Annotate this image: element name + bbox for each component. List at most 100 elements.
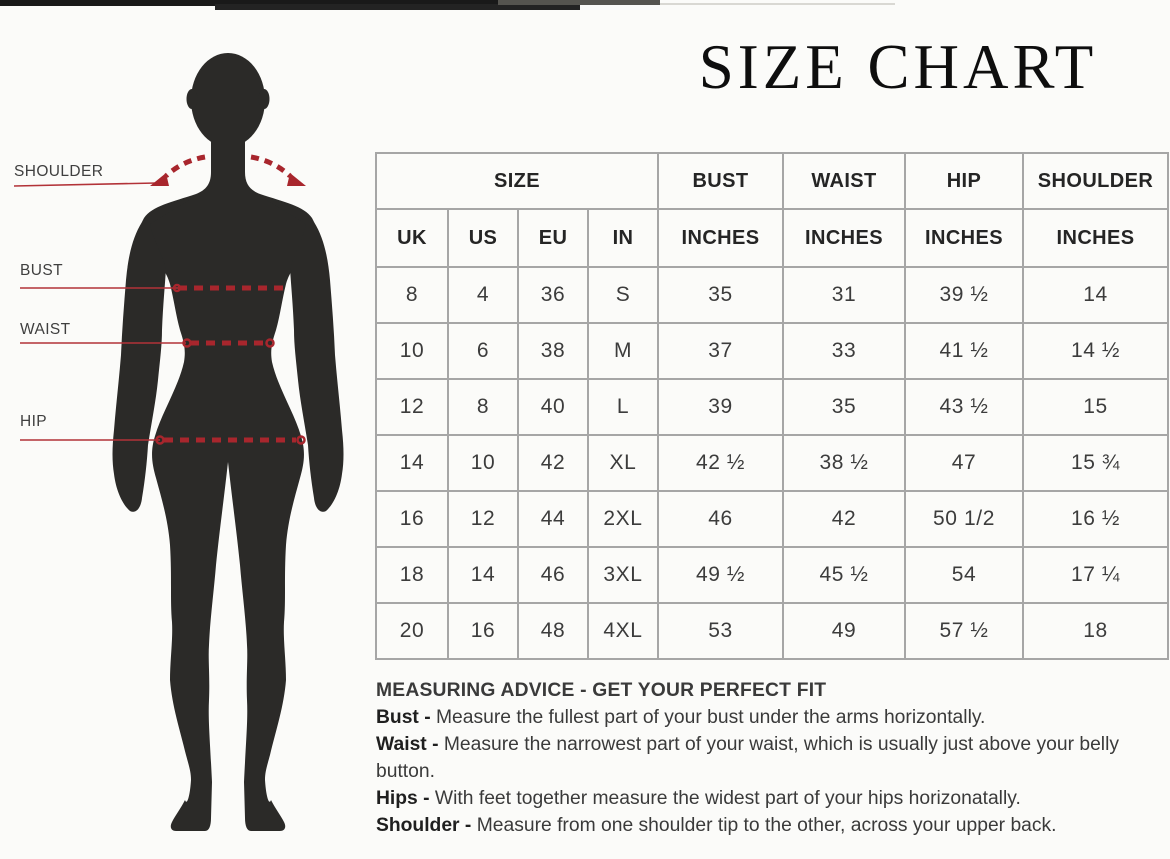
- size-cell: 15: [1022, 378, 1169, 436]
- size-cell: 12: [375, 378, 449, 436]
- size-cell: 39 ½: [904, 266, 1024, 324]
- size-cell: 4XL: [587, 602, 659, 660]
- size-cell: 49: [782, 602, 906, 660]
- size-cell: 53: [657, 602, 784, 660]
- size-cell: 17 ¼: [1022, 546, 1169, 604]
- table-subheader-row: UK US EU IN INCHES INCHES INCHES INCHES: [375, 208, 1169, 268]
- size-cell: 14 ½: [1022, 322, 1169, 380]
- subheader-cell: US: [447, 208, 519, 268]
- measurement-guides: [13, 154, 306, 445]
- size-cell: 42 ½: [657, 434, 784, 492]
- size-cell: 18: [375, 546, 449, 604]
- page-title: SIZE CHART: [698, 32, 1098, 102]
- size-cell: 14: [1022, 266, 1169, 324]
- size-cell: 54: [904, 546, 1024, 604]
- silhouette-shapes: [112, 53, 344, 831]
- arrowhead-left: [150, 173, 169, 186]
- size-cell: 8: [375, 266, 449, 324]
- silhouette-head: [191, 53, 265, 147]
- advice-title: MEASURING ADVICE - GET YOUR PERFECT FIT: [376, 680, 827, 701]
- size-cell: 10: [447, 434, 519, 492]
- advice-term: Waist -: [376, 734, 439, 755]
- size-cell: 15 ¾: [1022, 434, 1169, 492]
- size-cell: 31: [782, 266, 906, 324]
- table-row: 10 6 38 M 37 33 41 ½ 14 ½: [375, 322, 1169, 380]
- silhouette-left-arm: [112, 196, 196, 512]
- table-row: 14 10 42 XL 42 ½ 38 ½ 47 15 ¾: [375, 434, 1169, 492]
- table-row: 18 14 46 3XL 49 ½ 45 ½ 54 17 ¼: [375, 546, 1169, 604]
- silhouette-torso-legs: [140, 172, 316, 831]
- header-cell-shoulder: SHOULDER: [1022, 152, 1169, 210]
- table-row: 16 12 44 2XL 46 42 50 1/2 16 ½: [375, 490, 1169, 548]
- size-cell: L: [587, 378, 659, 436]
- advice-text: Measure the narrowest part of your waist…: [376, 734, 1120, 782]
- silhouette-ear-right: [258, 89, 270, 109]
- header-cell-hip: HIP: [904, 152, 1024, 210]
- size-cell: 14: [375, 434, 449, 492]
- silhouette-neck: [211, 118, 245, 182]
- label-hip: HIP: [20, 413, 48, 430]
- size-cell: 45 ½: [782, 546, 906, 604]
- subheader-cell: INCHES: [657, 208, 784, 268]
- cropped-artifact: [215, 4, 580, 10]
- size-cell: 47: [904, 434, 1024, 492]
- cropped-artifact: [0, 0, 500, 6]
- cropped-artifact: [660, 3, 895, 5]
- subheader-cell: INCHES: [1022, 208, 1169, 268]
- subheader-cell: UK: [375, 208, 449, 268]
- table-row: 20 16 48 4XL 53 49 57 ½ 18: [375, 602, 1169, 660]
- size-cell: 49 ½: [657, 546, 784, 604]
- advice-term: Shoulder -: [376, 815, 472, 836]
- size-cell: 48: [517, 602, 589, 660]
- size-cell: 44: [517, 490, 589, 548]
- advice-text: Measure from one shoulder tip to the oth…: [476, 815, 1057, 836]
- label-bust: BUST: [20, 262, 63, 279]
- size-cell: 37: [657, 322, 784, 380]
- size-cell: 43 ½: [904, 378, 1024, 436]
- table-header-group-row: SIZE BUST WAIST HIP SHOULDER: [375, 152, 1169, 210]
- female-silhouette: [13, 53, 344, 831]
- header-cell-waist: WAIST: [782, 152, 906, 210]
- label-waist: WAIST: [20, 321, 71, 338]
- shoulder-pointer-line: [13, 182, 158, 187]
- table-row: 8 4 36 S 35 31 39 ½ 14: [375, 266, 1169, 324]
- size-cell: 35: [782, 378, 906, 436]
- size-cell: 16 ½: [1022, 490, 1169, 548]
- waist-endpoint-dot: [182, 338, 192, 348]
- advice-term: Bust -: [376, 707, 431, 728]
- header-cell-bust: BUST: [657, 152, 784, 210]
- advice-item-shoulder: Shoulder - Measure from one shoulder tip…: [376, 812, 1144, 839]
- size-cell: 10: [375, 322, 449, 380]
- size-cell: 2XL: [587, 490, 659, 548]
- size-cell: 38: [517, 322, 589, 380]
- subheader-cell: EU: [517, 208, 589, 268]
- size-cell: 42: [517, 434, 589, 492]
- size-cell: 3XL: [587, 546, 659, 604]
- size-cell: 39: [657, 378, 784, 436]
- size-cell: 16: [375, 490, 449, 548]
- label-shoulder: SHOULDER: [14, 163, 104, 180]
- size-cell: M: [587, 322, 659, 380]
- size-table: SIZE BUST WAIST HIP SHOULDER UK US EU IN…: [375, 152, 1169, 660]
- hip-endpoint-dot: [296, 435, 306, 445]
- subheader-cell: INCHES: [782, 208, 906, 268]
- size-cell: S: [587, 266, 659, 324]
- subheader-cell: IN: [587, 208, 659, 268]
- waist-endpoint-dot: [265, 338, 275, 348]
- size-cell: 6: [447, 322, 519, 380]
- size-cell: 33: [782, 322, 906, 380]
- size-cell: 4: [447, 266, 519, 324]
- advice-item-hips: Hips - With feet together measure the wi…: [376, 785, 1144, 812]
- header-cell-size: SIZE: [375, 152, 659, 210]
- advice-text: With feet together measure the widest pa…: [434, 788, 1021, 809]
- size-cell: 35: [657, 266, 784, 324]
- size-cell: 40: [517, 378, 589, 436]
- silhouette-right-arm: [260, 196, 344, 512]
- advice-item-bust: Bust - Measure the fullest part of your …: [376, 704, 1144, 731]
- shoulder-measure-arrow-right: [250, 154, 292, 178]
- size-cell: 57 ½: [904, 602, 1024, 660]
- size-cell: 50 1/2: [904, 490, 1024, 548]
- size-cell: 38 ½: [782, 434, 906, 492]
- shoulder-measure-arrow-left: [164, 154, 206, 178]
